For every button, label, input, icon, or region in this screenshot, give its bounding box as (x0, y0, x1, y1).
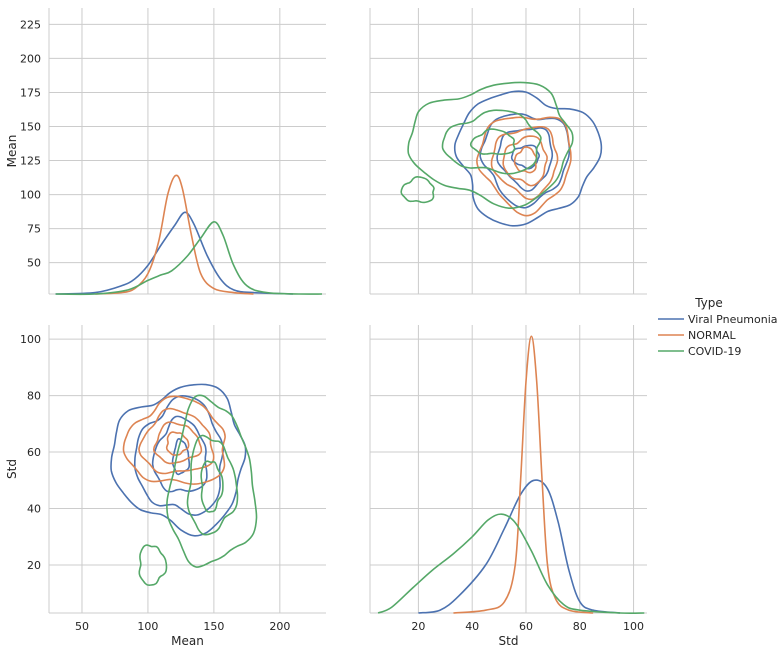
kde-curve-normal (453, 335, 594, 614)
contour-normal (152, 421, 203, 465)
contour-covid-19 (186, 434, 239, 536)
contour-covid-19 (469, 128, 516, 156)
contour-normal (513, 146, 538, 174)
y-tick-label: 75 (27, 223, 41, 236)
x-tick-label: 200 (269, 620, 290, 633)
legend-item-covid-19: COVID-19 (658, 345, 741, 358)
contour-normal (138, 407, 215, 475)
contour-viral-pneumonia (479, 112, 571, 209)
contour-normal (476, 116, 572, 217)
contour-covid-19 (441, 109, 542, 175)
y-tick-label: 125 (20, 155, 41, 168)
contour-viral-pneumonia (453, 90, 603, 227)
contour-covid-19 (166, 394, 258, 568)
x-tick-label: 60 (519, 620, 533, 633)
legend-label: COVID-19 (688, 345, 741, 358)
legend-title: Type (694, 296, 723, 310)
contour-covid-19 (138, 544, 168, 587)
legend-label: Viral Pneumonia (688, 313, 778, 326)
panel-std-std: 20 40 60 80 100 Std (369, 325, 647, 648)
kde-curve-normal (95, 174, 254, 295)
contour-viral-pneumonia (151, 415, 208, 493)
panel-mean-std: 20 40 60 80 100 50 100 150 200 Std Mean (5, 325, 326, 648)
kde-curve-viral-pneumonia (55, 211, 294, 295)
panel-std-mean (369, 8, 647, 295)
contour-covid-19 (407, 81, 574, 210)
x-tick-label: 50 (75, 620, 89, 633)
x-axis-label: Std (499, 634, 519, 648)
y-tick-label: 40 (27, 503, 41, 516)
kde-curve-covid-19 (377, 513, 645, 615)
y-axis-label: Std (5, 459, 19, 479)
legend-label: NORMAL (688, 329, 737, 342)
contour-covid-19 (200, 460, 224, 513)
y-tick-label: 100 (20, 189, 41, 202)
y-tick-label: 175 (20, 86, 41, 99)
contour-viral-pneumonia (110, 383, 247, 537)
kde-curve-covid-19 (55, 221, 323, 296)
x-tick-label: 40 (465, 620, 479, 633)
y-tick-label: 50 (27, 257, 41, 270)
y-tick-label: 20 (27, 559, 41, 572)
y-tick-label: 150 (20, 120, 41, 133)
contour-normal (490, 125, 559, 201)
y-tick-label: 100 (20, 333, 41, 346)
x-axis-label: Mean (171, 634, 204, 648)
panel-mean-mean: 50 75 100 125 150 175 200 225 Mean (5, 8, 326, 296)
x-tick-label: 150 (203, 620, 224, 633)
x-tick-label: 20 (411, 620, 425, 633)
contour-normal (122, 395, 226, 485)
contour-covid-19 (400, 176, 435, 204)
contour-viral-pneumonia (133, 394, 225, 516)
y-axis-label: Mean (5, 135, 19, 168)
legend-item-viral-pneumonia: Viral Pneumonia (658, 313, 778, 326)
legend: Type Viral Pneumonia NORMAL COVID-19 (658, 296, 778, 358)
legend-item-normal: NORMAL (658, 329, 737, 342)
x-tick-label: 100 (623, 620, 644, 633)
kde-curve-viral-pneumonia (418, 479, 621, 614)
y-tick-label: 225 (20, 18, 41, 31)
y-tick-label: 200 (20, 52, 41, 65)
y-tick-label: 80 (27, 390, 41, 403)
x-tick-label: 80 (573, 620, 587, 633)
x-tick-label: 100 (137, 620, 158, 633)
contour-viral-pneumonia (510, 144, 540, 170)
contour-normal (502, 135, 548, 187)
y-tick-label: 60 (27, 446, 41, 459)
